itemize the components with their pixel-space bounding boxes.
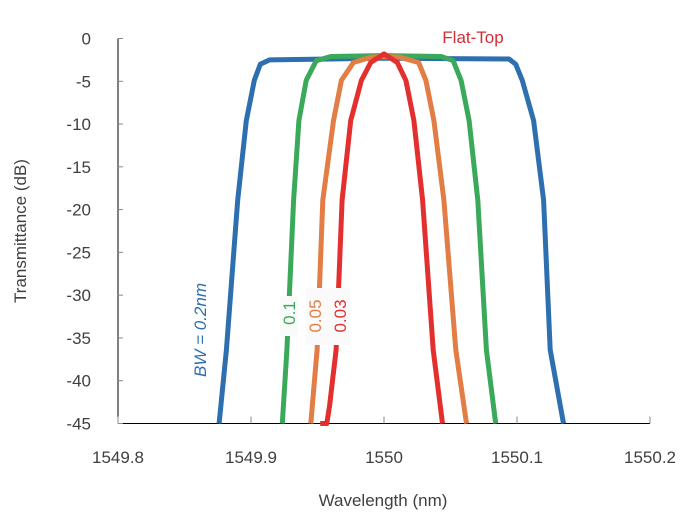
y-axis-label: Transmittance (dB) [11, 159, 30, 303]
x-axis-label: Wavelength (nm) [319, 491, 448, 510]
y-tick-label: -15 [66, 158, 91, 177]
y-tick-label: 0 [82, 30, 91, 49]
series-label-bw-0.2: BW = 0.2nm [191, 283, 210, 377]
y-tick-label: -35 [66, 329, 91, 348]
series-labels: BW = 0.2nm 0.1 0.05 0.03 [191, 283, 350, 377]
y-tick-label: -20 [66, 201, 91, 220]
x-tick-label: 1550.2 [624, 448, 676, 467]
series-label-0.05: 0.05 [306, 299, 325, 332]
series-line-0.03 [320, 51, 445, 426]
x-tick-label: 1549.9 [225, 448, 277, 467]
x-tick-label: 1550 [365, 448, 403, 467]
y-tick-label: -10 [66, 115, 91, 134]
series-label-0.03: 0.03 [331, 299, 350, 332]
x-tick-label: 1550.1 [491, 448, 543, 467]
y-tick-label: -30 [66, 286, 91, 305]
y-tick-label: -5 [76, 72, 91, 91]
series-group [216, 51, 566, 426]
y-tick-label: -25 [66, 243, 91, 262]
chart-title: Flat-Top [442, 28, 503, 47]
series-line-BW-0.2nm [216, 55, 566, 424]
x-tick-label: 1549.8 [92, 448, 144, 467]
y-tick-label: -40 [66, 372, 91, 391]
y-tick-label: -45 [66, 415, 91, 434]
series-label-0.1: 0.1 [280, 301, 299, 325]
